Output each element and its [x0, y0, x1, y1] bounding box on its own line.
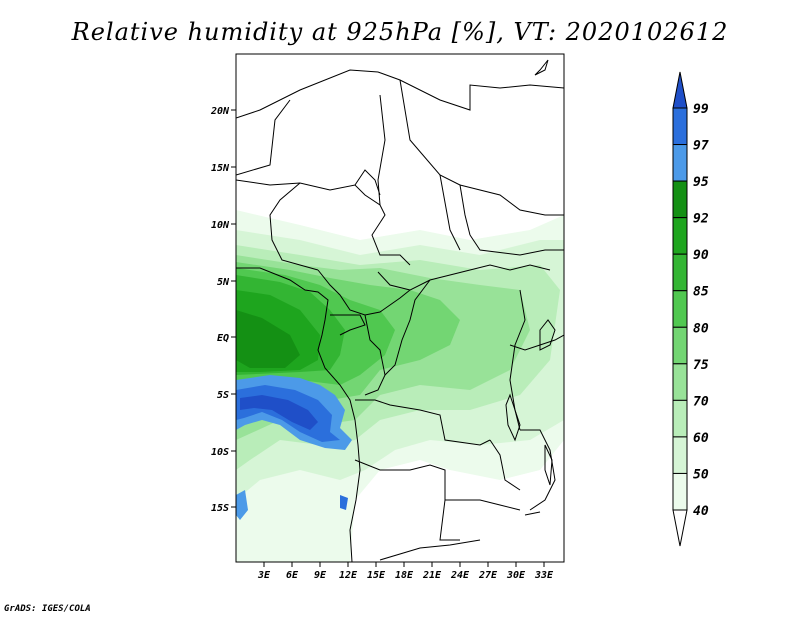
- lon-label-21e: 21E: [422, 570, 442, 581]
- map-frame: [235, 53, 565, 563]
- colorbar-segment: [672, 326, 688, 365]
- colorbar-segment: [672, 399, 688, 438]
- colorbar-segment: [672, 363, 688, 401]
- lat-tick-marks: [231, 109, 236, 508]
- colorbar-label: 95: [693, 175, 709, 190]
- lat-labels: 20N 15N 10N 5N EQ 5S 10S 15S: [210, 106, 230, 514]
- colorbar-label: 90: [693, 248, 709, 263]
- lon-label-9e: 9E: [314, 570, 327, 581]
- lat-label-15n: 15N: [211, 163, 230, 174]
- humidity-field: [236, 54, 564, 562]
- lon-label-12e: 12E: [339, 570, 358, 581]
- colorbar-label: 80: [693, 321, 709, 336]
- colorbar-segment: [672, 107, 688, 146]
- colorbar-segment: [672, 472, 688, 511]
- colorbar-label: 50: [693, 467, 709, 482]
- lon-labels: 3E 6E 9E 12E 15E 18E 21E 24E 27E 30E 33E: [257, 570, 554, 581]
- colorbar-bottom-arrow: [672, 509, 688, 547]
- lat-label-10s: 10S: [211, 447, 229, 458]
- country-borders: [236, 59, 564, 562]
- colorbar-label: 40: [693, 504, 709, 519]
- colorbar-segment: [672, 290, 688, 328]
- colorbar-label: 92: [693, 212, 709, 227]
- colorbar-label: 99: [693, 102, 709, 117]
- lon-tick-marks: [263, 562, 545, 567]
- colorbar-segment: [672, 180, 688, 219]
- lon-label-3e: 3E: [257, 570, 271, 581]
- colorbar-label: 70: [693, 394, 709, 409]
- colorbar-label: 60: [693, 431, 709, 446]
- colorbar: 99 97 95 92 90 85 80 75 70 60 50 40: [672, 71, 709, 547]
- colorbar-segment: [672, 217, 688, 255]
- colorbar-label: 85: [693, 285, 709, 300]
- colorbar-top-arrow: [672, 71, 688, 109]
- colorbar-label: 97: [693, 139, 709, 154]
- lat-label-eq: EQ: [217, 333, 229, 344]
- lon-label-24e: 24E: [450, 570, 470, 581]
- colorbar-label: 75: [693, 358, 709, 373]
- lon-label-15e: 15E: [367, 570, 386, 581]
- plot-title: Relative humidity at 925hPa [%], VT: 202…: [71, 18, 729, 46]
- lon-label-33e: 33E: [534, 570, 554, 581]
- lon-label-30e: 30E: [506, 570, 526, 581]
- lon-label-18e: 18E: [395, 570, 414, 581]
- colorbar-segment: [672, 144, 688, 182]
- colorbar-segment: [672, 436, 688, 474]
- lat-label-15s: 15S: [211, 503, 229, 514]
- lat-label-5s: 5S: [217, 390, 229, 401]
- lat-label-20n: 20N: [210, 106, 230, 117]
- grads-credit: GrADS: IGES/COLA: [4, 604, 91, 614]
- lon-label-6e: 6E: [286, 570, 299, 581]
- lat-label-5n: 5N: [217, 277, 230, 288]
- lon-label-27e: 27E: [478, 570, 498, 581]
- lat-label-10n: 10N: [211, 220, 230, 231]
- colorbar-segment: [672, 253, 688, 292]
